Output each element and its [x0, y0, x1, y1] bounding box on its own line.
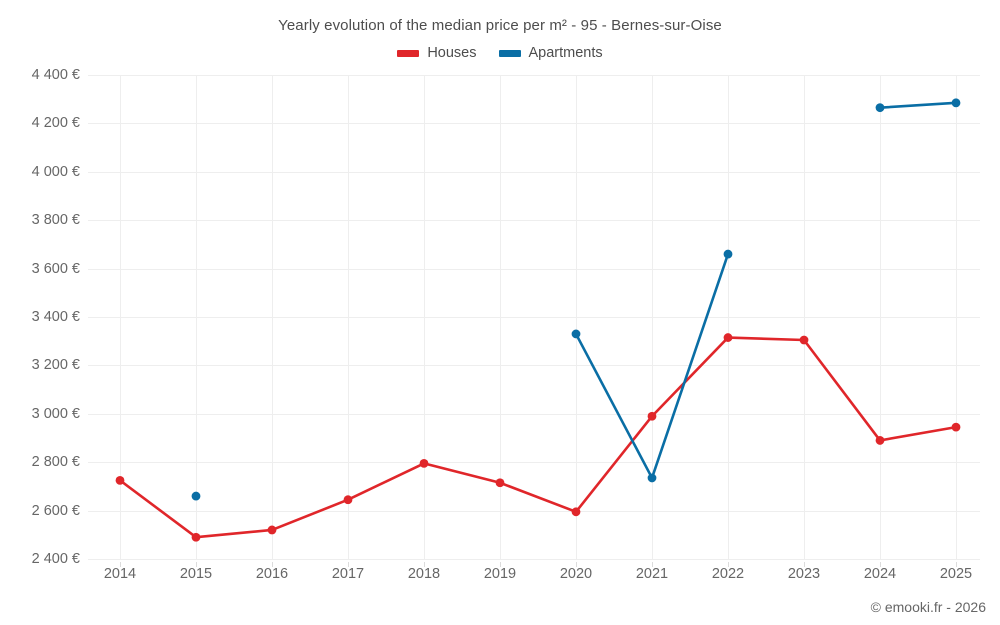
gridline-horizontal [88, 462, 980, 464]
data-point-houses[interactable] [267, 525, 277, 535]
y-tick-label: 3 000 € [31, 405, 80, 422]
gridline-horizontal [88, 365, 980, 367]
x-axis: 2014 2015 2016 2017 2018 2019 2020 2021 2022 2023… [88, 562, 980, 586]
data-point-houses[interactable] [647, 411, 657, 421]
y-tick-label: 4 400 € [31, 67, 80, 83]
data-point-houses[interactable] [343, 495, 353, 505]
gridline-horizontal [88, 171, 980, 173]
gridline-horizontal [88, 123, 980, 125]
x-tick-mark [196, 562, 197, 567]
legend-item-houses[interactable]: Houses [397, 45, 477, 61]
gridline-horizontal [88, 413, 980, 415]
x-tick-label: 2022 [711, 566, 745, 582]
y-tick-label: 3 400 € [31, 309, 80, 325]
data-point-apartments[interactable] [647, 473, 657, 483]
gridline-horizontal [88, 75, 980, 76]
x-tick-mark [500, 562, 501, 567]
legend-label-apartments: Apartments [528, 45, 603, 61]
y-axis: 2 400 € 2 600 € 2 800 € 3 000 € 3 200 € 3 400… [0, 67, 80, 567]
x-tick-mark [728, 562, 729, 567]
gridline-vertical [348, 75, 349, 559]
chart-legend: Houses Apartments [0, 45, 1000, 61]
gridline-vertical [272, 75, 273, 559]
x-tick-label: 2018 [407, 566, 441, 582]
gridline-vertical [956, 75, 957, 559]
y-tick-label: 2 600 € [31, 502, 80, 519]
series-layer [115, 98, 961, 542]
x-tick-mark [424, 562, 425, 567]
y-tick-label: 3 200 € [31, 357, 80, 374]
x-tick-mark [120, 562, 121, 567]
x-tick-mark [956, 562, 957, 567]
data-point-houses[interactable] [191, 532, 201, 542]
data-point-houses[interactable] [419, 459, 429, 468]
footer-credit: © emooki.fr - 2026 [870, 599, 986, 615]
data-point-houses[interactable] [115, 475, 125, 485]
chart-title: Yearly evolution of the median price per… [278, 17, 722, 34]
series-line-apartments [878, 101, 958, 109]
data-point-apartments[interactable] [951, 98, 961, 108]
x-tick-label: 2025 [939, 566, 973, 582]
x-tick-mark [880, 562, 881, 567]
x-tick-label: 2021 [635, 566, 669, 582]
data-point-apartments[interactable] [723, 249, 733, 259]
y-tick-label: 3 800 € [31, 212, 80, 229]
gridline-vertical [576, 75, 577, 559]
x-tick-label: 2023 [787, 566, 821, 582]
gridline-horizontal [88, 317, 980, 318]
x-tick-mark [576, 562, 577, 567]
legend-label-houses: Houses [427, 45, 477, 61]
data-point-houses[interactable] [571, 507, 581, 517]
gridline-vertical [196, 75, 197, 559]
x-tick-mark [348, 562, 349, 567]
gridline-vertical [120, 75, 121, 559]
y-tick-label: 3 600 € [31, 260, 80, 277]
data-point-apartments[interactable] [191, 491, 201, 501]
legend-swatch-houses [397, 49, 420, 57]
x-tick-mark [652, 562, 653, 567]
data-point-houses[interactable] [951, 422, 961, 432]
legend-swatch-apartments [498, 49, 521, 57]
legend-item-apartments[interactable]: Apartments [498, 45, 603, 61]
x-tick-mark [272, 562, 273, 567]
series-line-houses [118, 336, 958, 539]
gridline-horizontal [88, 220, 980, 222]
data-point-houses[interactable] [495, 478, 505, 488]
data-point-apartments[interactable] [875, 103, 885, 113]
x-tick-mark [804, 562, 805, 567]
data-point-houses[interactable] [875, 436, 885, 445]
series-line-apartments [574, 252, 730, 480]
y-tick-label: 4 200 € [31, 115, 80, 132]
x-tick-label: 2020 [559, 566, 593, 582]
gridline-vertical [652, 75, 653, 559]
data-point-houses[interactable] [799, 335, 809, 345]
data-point-houses[interactable] [723, 333, 733, 342]
gridline-vertical [880, 75, 881, 559]
gridline-vertical [804, 75, 805, 559]
data-point-apartments[interactable] [571, 329, 581, 339]
x-tick-label: 2024 [863, 566, 897, 582]
x-tick-label: 2019 [483, 566, 517, 582]
y-tick-label: 4 000 € [31, 163, 80, 180]
gridline-horizontal [88, 510, 980, 512]
gridline-horizontal [88, 559, 980, 560]
x-tick-label: 2016 [255, 566, 289, 582]
gridline-vertical [500, 75, 501, 559]
plot-area [88, 75, 980, 560]
gridline-vertical [424, 75, 425, 559]
gridline-horizontal [88, 268, 980, 270]
gridline-vertical [728, 75, 729, 559]
x-tick-label: 2014 [103, 566, 137, 582]
x-tick-label: 2017 [331, 566, 365, 582]
x-tick-label: 2015 [179, 566, 213, 582]
y-tick-label: 2 800 € [31, 454, 80, 471]
y-tick-label: 2 400 € [31, 551, 80, 567]
